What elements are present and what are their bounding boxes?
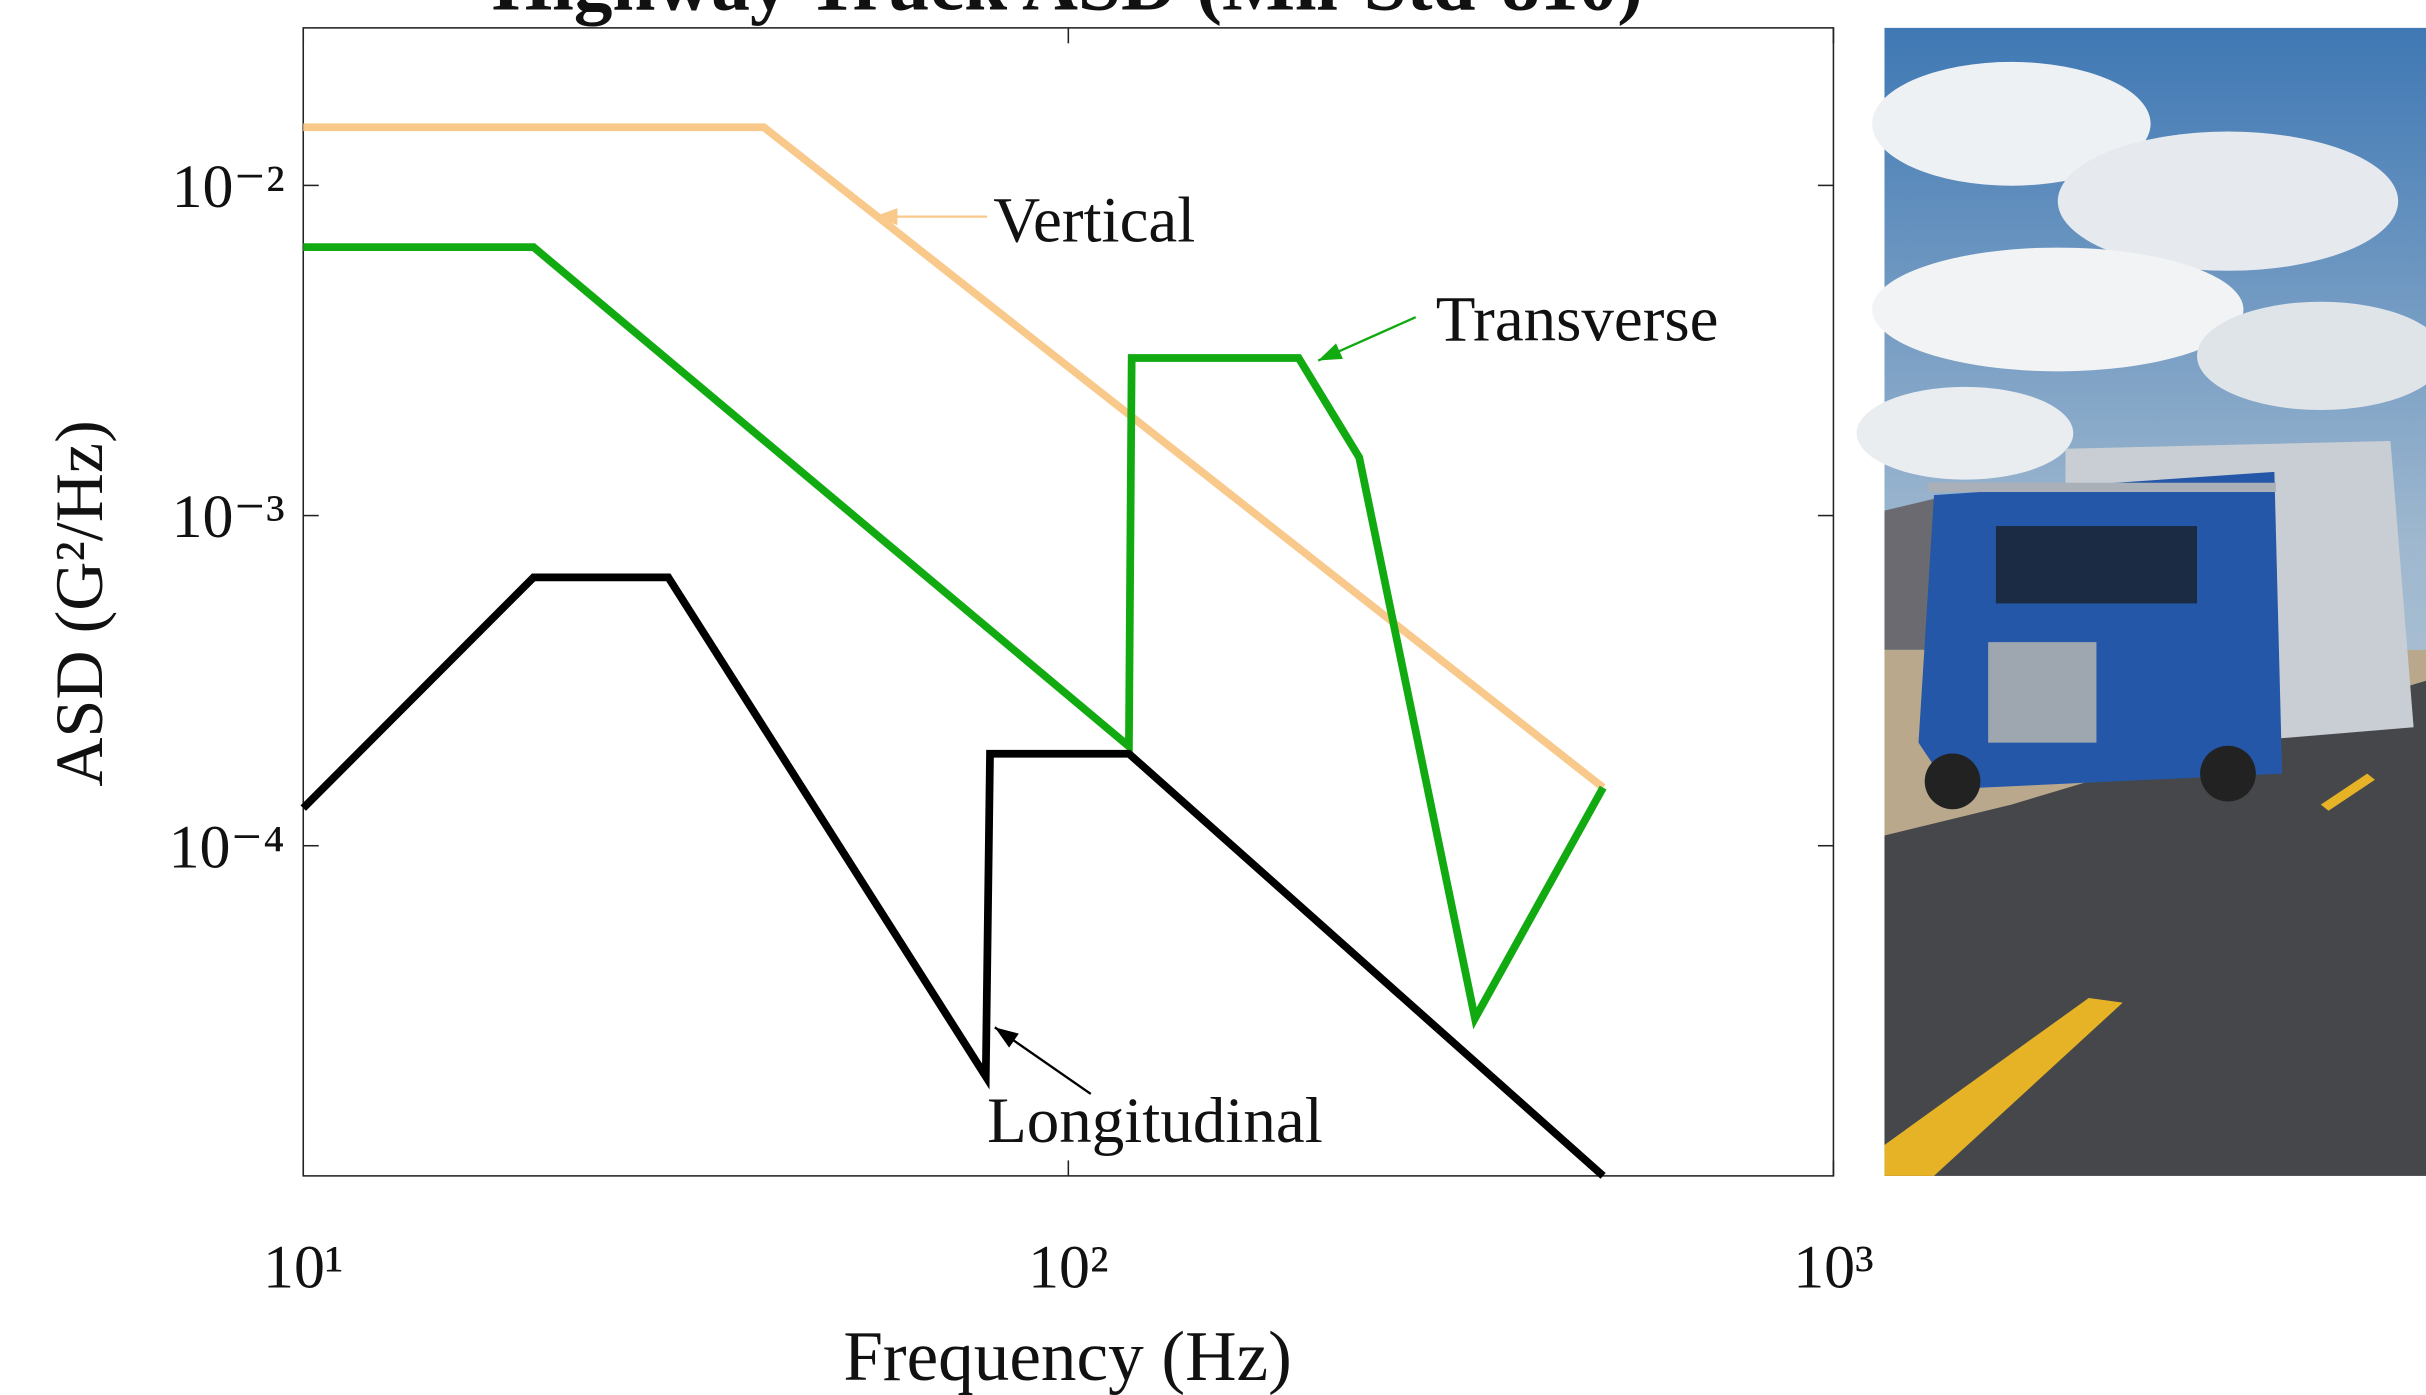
photo [1856,27,2426,1176]
annotation-label: Vertical [993,184,1195,256]
x-tick-label: 10² [1028,1233,1108,1301]
series-line [303,243,1607,1030]
series-line [300,573,1606,1179]
x-tick-label: 10³ [1793,1233,1873,1301]
y-tick-label: 10⁻⁴ [169,813,285,881]
series-line [303,123,1606,791]
annotation-label: Longitudinal [987,1085,1323,1157]
annotation-arrowhead [1318,343,1343,361]
y-tick-label: 10⁻³ [172,483,285,551]
annotation-arrowhead [994,1027,1019,1048]
y-tick-label: 10⁻² [172,153,285,221]
chart-title: Highway Truck ASD (Mil-Std-810) [492,0,1643,26]
x-axis-label: Frequency (Hz) [843,1318,1291,1395]
annotation-arrowhead [874,208,898,226]
y-axis-label: ASD (G²/Hz) [41,420,117,786]
plot-frame [302,27,1835,1177]
annotation-label: Transverse [1436,283,1719,355]
x-tick-label: 10¹ [263,1233,343,1301]
